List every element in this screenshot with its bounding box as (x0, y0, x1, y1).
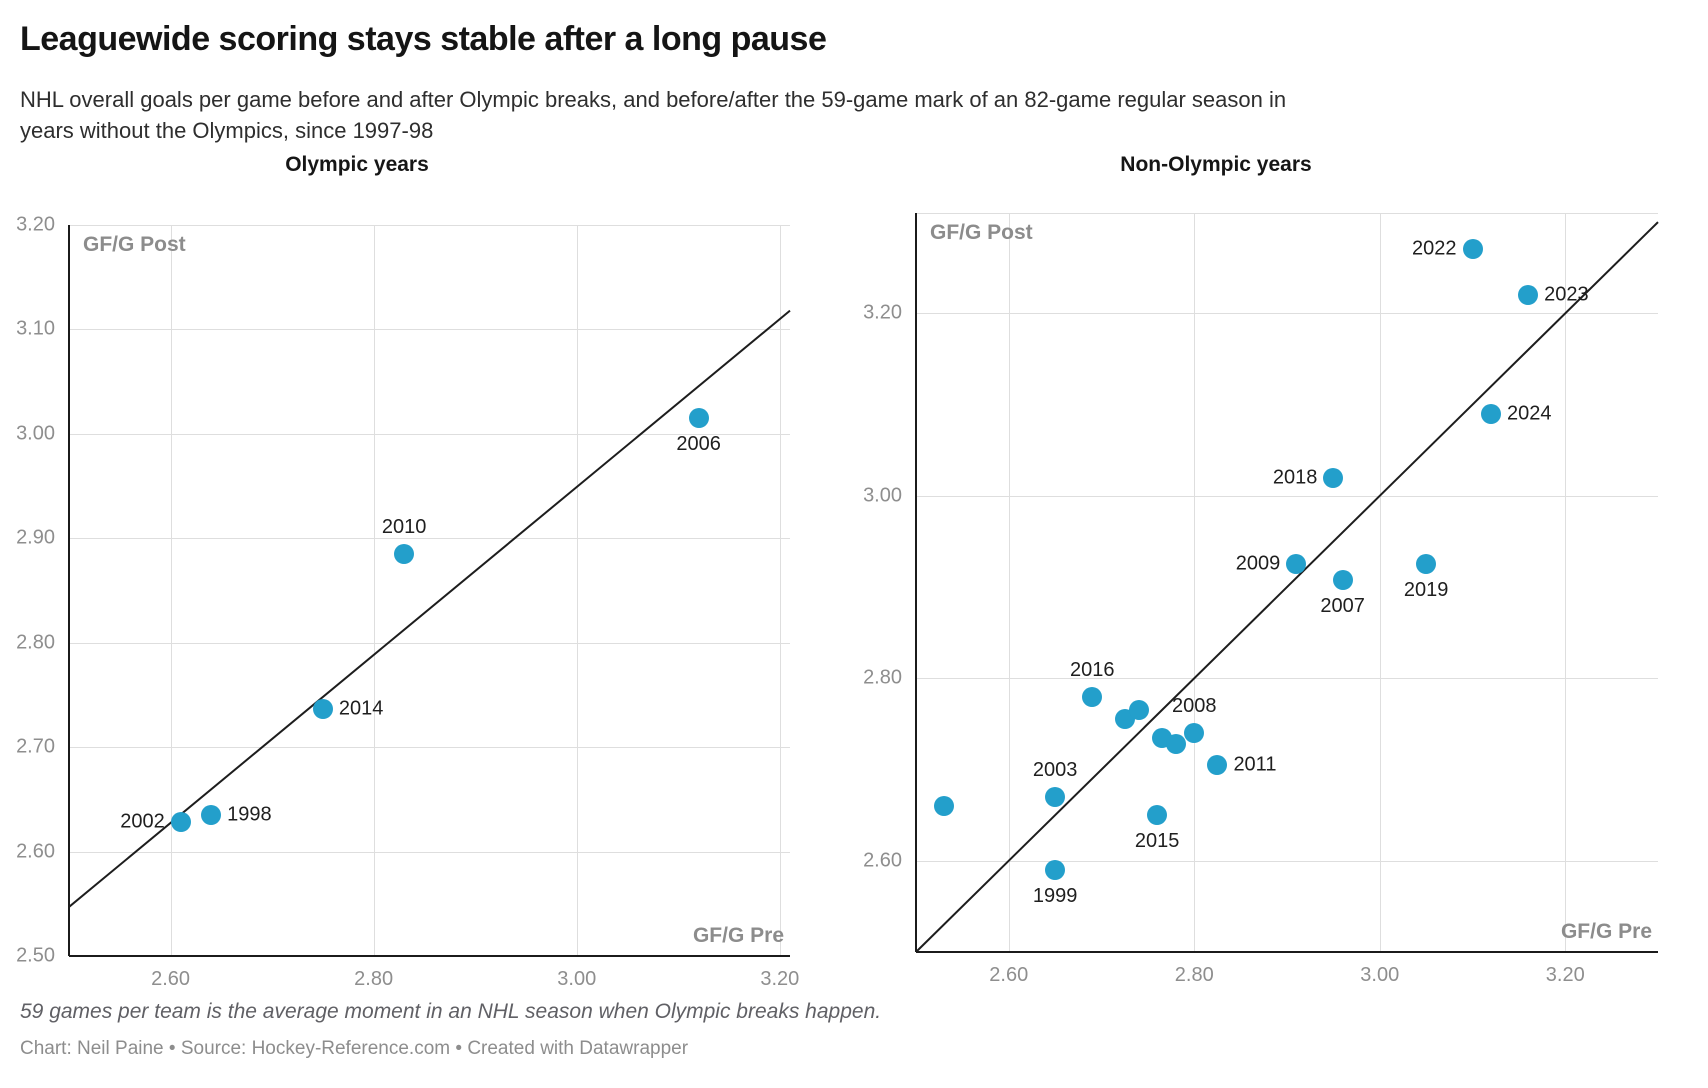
y-axis-tick-label: 2.50 (16, 944, 55, 967)
gridline (916, 313, 1658, 315)
point-label: 2006 (676, 433, 721, 456)
point-label: 2010 (381, 515, 427, 538)
point-label: 2003 (1032, 758, 1078, 781)
y-axis-tick-label: 3.10 (16, 317, 55, 340)
data-point-2024[interactable] (1481, 403, 1502, 424)
olympic-scatter-plot: 2.60 2.80 3.00 3.20 3.20 3.10 3.00 2.90 2.80 2.70… (16, 214, 799, 991)
y-axis-tick-label: 2.80 (863, 666, 902, 689)
data-point-2002[interactable] (170, 812, 191, 833)
gridline (170, 225, 172, 956)
point-label: 2015 (1134, 830, 1180, 853)
x-axis-tick-label: 3.00 (1360, 964, 1400, 986)
data-point-2018[interactable] (1323, 467, 1344, 488)
gridline (69, 642, 790, 644)
y-axis-tick-label: 3.00 (863, 484, 902, 507)
gridline (373, 225, 375, 956)
gridline (1565, 213, 1567, 952)
x-axis-title: GF/G Pre (1560, 920, 1652, 943)
point-label: 2024 (1507, 402, 1552, 425)
data-point-2010[interactable] (394, 543, 415, 564)
point-label: 2011 (1233, 753, 1277, 776)
data-point-2009[interactable] (1286, 554, 1307, 575)
x-axis-tick-label: 3.00 (557, 968, 597, 990)
chart-description: NHL overall goals per game before and af… (20, 87, 1287, 143)
plot-top-border (916, 213, 1658, 214)
data-point-2016[interactable] (1082, 686, 1103, 707)
page-title: Leaguewide scoring stays stable after a … (20, 20, 827, 58)
identity-line (915, 221, 1659, 953)
panel-title-non-olympic: Non-Olympic years (1120, 153, 1312, 176)
footnote: 59 games per team is the average moment … (20, 1000, 882, 1023)
point-label: 2002 (120, 810, 165, 833)
y-axis-title: GF/G Post (930, 221, 1033, 244)
gridline (1379, 213, 1381, 952)
point-label: 2009 (1235, 552, 1281, 575)
data-point-2014[interactable] (312, 698, 333, 719)
x-axis-tick-label: 2.60 (151, 968, 191, 990)
x-axis-tick-label: 2.80 (1174, 964, 1214, 986)
data-point-2015[interactable] (1147, 805, 1168, 826)
point-label: 1999 (1032, 884, 1078, 907)
data-point-2011[interactable] (1207, 754, 1228, 775)
point-label: 2019 (1403, 579, 1449, 602)
data-point-2003[interactable] (1045, 786, 1066, 807)
x-axis-tick-label: 3.20 (1545, 964, 1585, 986)
data-point-1998[interactable] (201, 805, 222, 826)
y-axis-title: GF/G Post (83, 233, 186, 256)
gridline (916, 860, 1658, 862)
y-axis-tick-label: 3.20 (863, 301, 902, 324)
gridline (1194, 213, 1196, 952)
attribution: Chart: Neil Paine • Source: Hockey-Refer… (20, 1038, 689, 1059)
data-point-2019[interactable] (1416, 554, 1437, 575)
point-label: 2014 (338, 697, 384, 719)
gridline (916, 678, 1658, 680)
data-point-2006[interactable] (688, 408, 709, 429)
gridline (69, 851, 790, 853)
data-point-2023[interactable] (1518, 285, 1539, 306)
data-point-2022[interactable] (1462, 239, 1483, 260)
y-axis (68, 225, 70, 956)
x-axis (916, 951, 1658, 953)
gridline (69, 433, 790, 435)
gridline (1008, 213, 1010, 952)
x-axis-tick-label: 2.60 (989, 964, 1029, 986)
panel-title-olympic: Olympic years (285, 153, 429, 176)
point-label: 2016 (1069, 658, 1115, 681)
data-point-2008[interactable] (1184, 723, 1205, 744)
gridline (69, 538, 790, 540)
point-label: 2018 (1272, 466, 1318, 489)
non-olympic-scatter-plot: 2.60 2.80 3.00 3.20 3.20 3.00 2.80 2.60 1999 2003… (863, 213, 1659, 986)
gridline (69, 747, 790, 749)
trend-line (68, 309, 791, 908)
gridline (916, 495, 1658, 497)
gridline (779, 225, 781, 956)
y-axis-tick-label: 2.90 (16, 526, 55, 549)
y-axis-tick-label: 3.00 (16, 422, 55, 445)
point-label: 2008 (1172, 695, 1217, 718)
y-axis-tick-label: 2.70 (16, 735, 55, 758)
gridline (69, 329, 790, 331)
plot-top-border (69, 225, 790, 226)
data-point[interactable] (1128, 700, 1149, 721)
data-point-1999[interactable] (1045, 859, 1066, 880)
data-point[interactable] (933, 796, 954, 817)
data-point-2007[interactable] (1332, 569, 1353, 590)
gridline (576, 225, 578, 956)
y-axis-tick-label: 3.20 (16, 213, 55, 236)
y-axis-tick-label: 2.80 (16, 631, 55, 654)
y-axis (915, 213, 917, 952)
point-label: 2007 (1320, 594, 1365, 617)
data-point[interactable] (1165, 733, 1186, 754)
y-axis-tick-label: 2.60 (16, 840, 55, 863)
point-label: 1998 (227, 803, 272, 826)
point-label: 2022 (1412, 237, 1457, 260)
x-axis-title: GF/G Pre (692, 924, 784, 947)
x-axis (69, 955, 790, 957)
x-axis-tick-label: 3.20 (760, 968, 800, 990)
y-axis-tick-label: 2.60 (863, 849, 902, 872)
x-axis-tick-label: 2.80 (354, 968, 394, 990)
point-label: 2023 (1544, 283, 1589, 306)
